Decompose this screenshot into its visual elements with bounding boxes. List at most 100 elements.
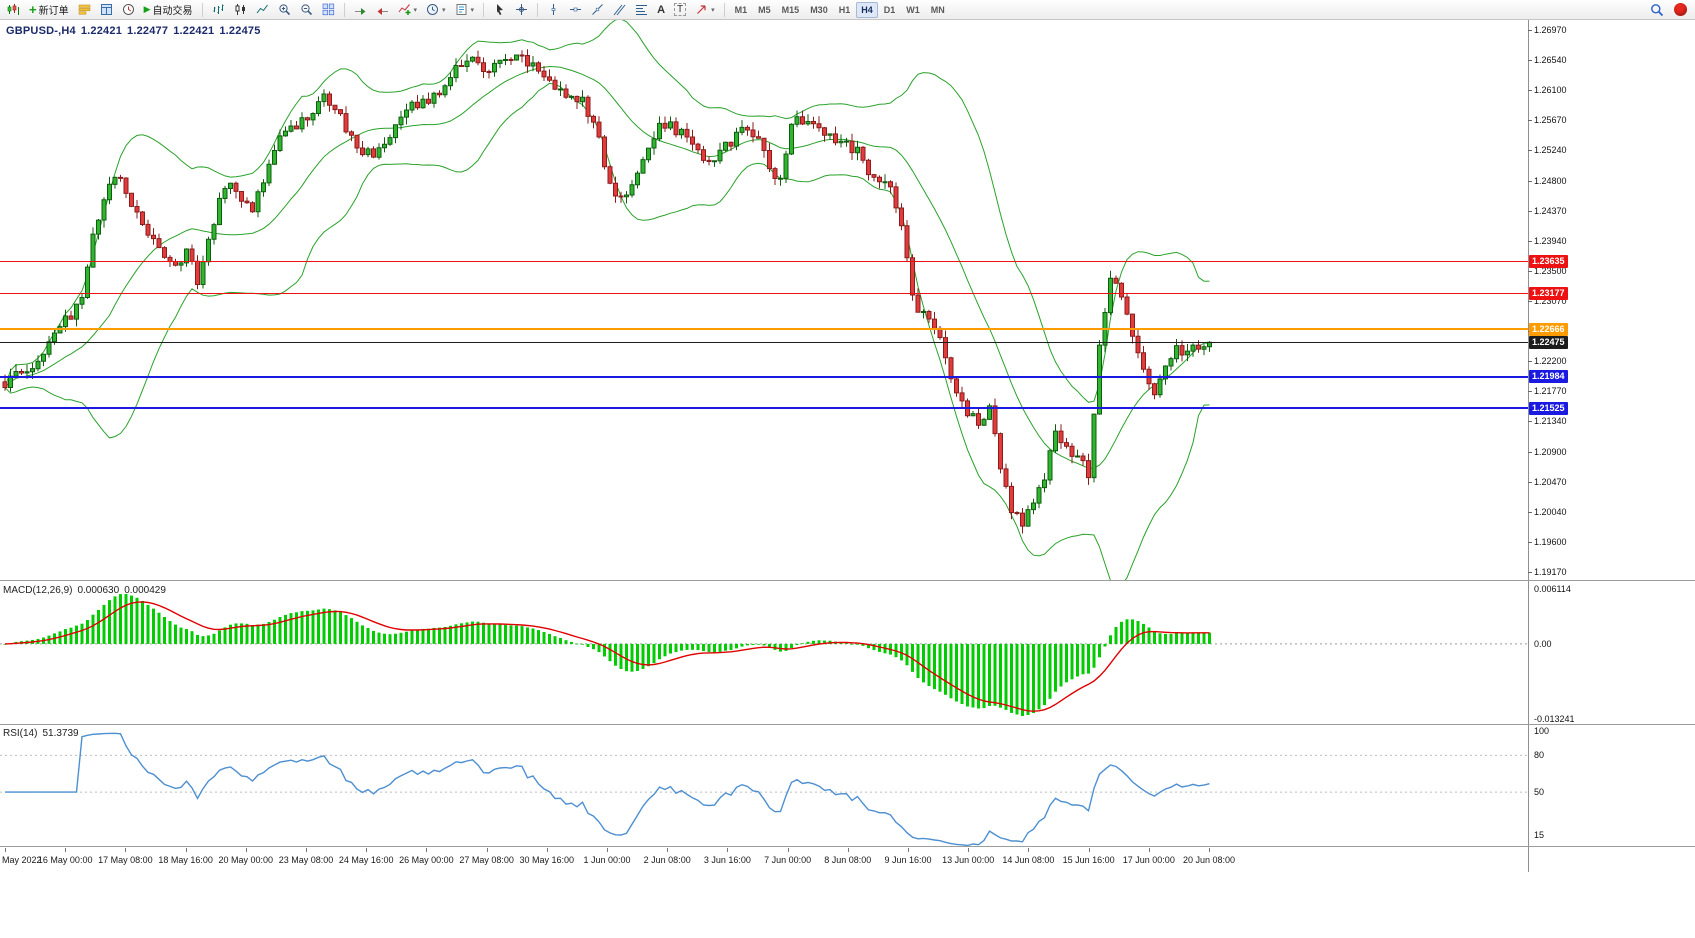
pivot-level-badge: 1.22666: [1529, 322, 1568, 336]
auto-scroll-button[interactable]: [350, 1, 371, 18]
support-level-line[interactable]: [0, 375, 1528, 378]
time-axis-label: 16 May 00:00: [37, 855, 93, 865]
macd-signal-value: 0.000429: [124, 585, 166, 596]
price-axis-label: 1.23070: [1534, 296, 1567, 306]
time-axis-tick: [185, 848, 187, 852]
timeframe-button-m30[interactable]: M30: [805, 2, 833, 18]
price-axis-tick: [1528, 391, 1532, 393]
line-chart-button[interactable]: [252, 1, 273, 18]
panel-splitter[interactable]: [0, 724, 1695, 725]
panel-splitter[interactable]: [0, 846, 1695, 847]
bollinger-upper-band: [4, 20, 1210, 403]
arrows-button[interactable]: ▾: [691, 1, 719, 18]
new-chart-button[interactable]: [3, 1, 24, 18]
time-axis-tick: [306, 848, 307, 852]
chart-ohlc-header: GBPUSD-,H4 1.22421 1.22477 1.22421 1.22475: [6, 25, 266, 37]
crosshair-button[interactable]: [511, 1, 532, 18]
price-axis-tick: [1528, 150, 1532, 152]
time-axis-label: 8 Jun 08:00: [824, 855, 872, 865]
timeframe-button-mn[interactable]: MN: [926, 2, 950, 18]
time-axis-tick: [486, 848, 488, 852]
time-axis-tick: [667, 848, 669, 852]
time-axis-label: 17 Jun 00:00: [1122, 855, 1175, 865]
zoom-in-button[interactable]: [274, 1, 295, 18]
timeframe-button-m5[interactable]: M5: [753, 2, 776, 18]
auto-trading-button[interactable]: ▶ 自动交易: [140, 1, 197, 18]
candlestick-chart-button[interactable]: [230, 1, 251, 18]
macd-axis-zero-label: 0.00: [1534, 638, 1552, 649]
timeframe-button-d1[interactable]: D1: [879, 2, 901, 18]
time-axis-tick: [245, 848, 247, 852]
chart-shift-button[interactable]: [372, 1, 393, 18]
trendline-button[interactable]: [587, 1, 608, 18]
notification-badge[interactable]: [1674, 3, 1687, 16]
timeframe-button-m1[interactable]: M1: [730, 2, 753, 18]
timeframe-button-h4[interactable]: H4: [856, 1, 878, 18]
support-level-line[interactable]: [0, 407, 1528, 410]
time-axis-label: 1 Jun 00:00: [583, 855, 631, 865]
dropdown-caret-icon: ▾: [413, 6, 418, 14]
time-axis[interactable]: [0, 848, 1695, 872]
indicators-icon: [398, 4, 411, 15]
trendline-icon: [592, 4, 603, 15]
rsi-value: 51.3739: [42, 728, 79, 739]
search-button[interactable]: [1646, 1, 1668, 18]
price-axis-tick: [1528, 361, 1532, 363]
zoom-out-button[interactable]: [296, 1, 317, 18]
fibonacci-button[interactable]: [631, 1, 652, 18]
market-watch-button[interactable]: [74, 1, 95, 18]
text-label-button[interactable]: T: [670, 1, 690, 18]
rsi-indicator-svg: [0, 732, 1528, 846]
timeframe-button-h1[interactable]: H1: [834, 2, 856, 18]
macd-main-value: 0.000630: [77, 585, 120, 596]
toolbar-separator: [201, 2, 203, 17]
cursor-button[interactable]: [489, 1, 510, 18]
time-axis-tick: [65, 848, 67, 852]
rsi-axis-label: 15: [1534, 829, 1545, 840]
search-icon: [1651, 3, 1664, 16]
periods-button[interactable]: ▾: [422, 1, 450, 18]
resistance-level-line[interactable]: [0, 293, 1528, 295]
new-chart-icon: [7, 4, 19, 15]
price-axis-label: 1.21340: [1534, 416, 1567, 427]
bear-candle-bodies: [2, 54, 1201, 527]
bar-chart-button[interactable]: [208, 1, 229, 18]
indicators-button[interactable]: ▾: [394, 1, 422, 18]
toolbar-separator: [343, 2, 345, 17]
panel-splitter[interactable]: [0, 580, 1695, 581]
data-window-button[interactable]: [96, 1, 117, 18]
pivot-level-line[interactable]: [0, 328, 1528, 331]
periods-icon: [427, 4, 439, 15]
timeframe-button-w1[interactable]: W1: [901, 2, 925, 18]
time-axis-tick: [125, 848, 127, 852]
arrow-tool-icon: [697, 5, 706, 14]
play-icon: ▶: [143, 4, 151, 14]
channel-button[interactable]: [609, 1, 630, 18]
current-price-line[interactable]: [0, 341, 1528, 343]
new-order-button[interactable]: + 新订单: [25, 1, 73, 18]
timeframe-button-m15[interactable]: M15: [777, 2, 805, 18]
time-axis-label: 26 May 00:00: [399, 855, 454, 865]
text-button[interactable]: A: [653, 1, 669, 18]
chart-window[interactable]: GBPUSD-,H4 1.22421 1.22477 1.22421 1.22475 M…: [0, 20, 1695, 938]
open-value: 1.22421: [80, 25, 123, 37]
price-axis-label: 1.24800: [1534, 175, 1567, 186]
vertical-line-button[interactable]: [543, 1, 564, 18]
resistance-level-line[interactable]: [0, 261, 1528, 263]
fibonacci-icon: [636, 5, 648, 15]
data-window-icon: [100, 4, 112, 15]
price-axis-label: 1.25670: [1534, 115, 1567, 126]
templates-button[interactable]: ▾: [451, 1, 479, 18]
rsi-axis-label: 100: [1534, 726, 1550, 736]
price-axis-label: 1.20900: [1534, 446, 1567, 457]
zoom-in-icon: [278, 4, 290, 16]
price-axis-label: 1.19600: [1534, 536, 1567, 547]
horizontal-line-button[interactable]: [565, 1, 586, 18]
history-center-button[interactable]: [118, 1, 139, 18]
time-axis-tick: [1148, 848, 1150, 852]
time-axis-tick: [1209, 848, 1210, 852]
price-axis-label: 1.23500: [1534, 265, 1567, 276]
toolbar-separator: [537, 2, 539, 17]
tile-windows-button[interactable]: [318, 1, 339, 18]
close-value: 1.22475: [219, 25, 261, 37]
